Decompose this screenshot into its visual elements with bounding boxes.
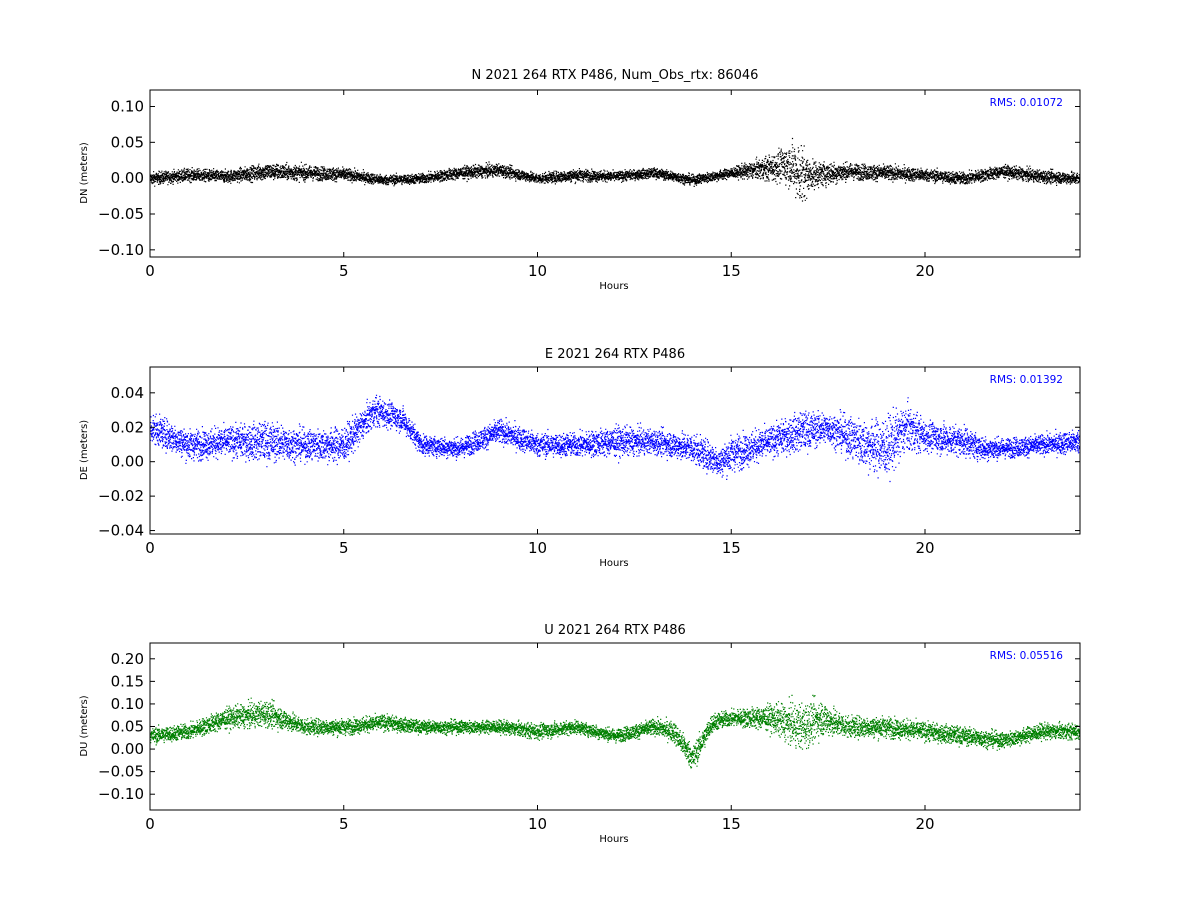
panel-east-y-tick-label: −0.04 <box>98 522 144 540</box>
panel-up-rms-annotation: RMS: 0.05516 <box>990 650 1064 662</box>
panel-up-ticks: 0 5 10 15 20 −0.10 −0.05 0.00 0.05 0.10 0.15 0.20 <box>98 643 1080 833</box>
panel-east-points <box>150 394 1080 483</box>
panel-up-y-tick-label: 0.05 <box>111 718 144 736</box>
panel-east-y-tick-label: 0.02 <box>111 418 144 436</box>
panel-east-y-tick-label: −0.02 <box>98 487 144 505</box>
panel-east-plot-area <box>150 367 1080 534</box>
panel-north-x-label: Hours <box>599 281 628 292</box>
panel-north-x-tick-label: 20 <box>915 262 934 280</box>
panel-east-x-label: Hours <box>599 558 628 569</box>
panel-east-frame <box>149 366 1081 535</box>
panel-up-y-label: DU (meters) <box>79 695 90 756</box>
panel-up-x-tick-label: 20 <box>915 815 934 833</box>
panel-east-y-tick-label: 0.00 <box>111 453 144 471</box>
panel-north-rms-annotation: RMS: 0.01072 <box>990 97 1063 109</box>
panel-up-y-tick-label: −0.10 <box>98 785 144 803</box>
panel-north-x-tick-label: 10 <box>528 262 547 280</box>
panel-north-y-tick-label: 0.10 <box>111 97 144 115</box>
panel-east-rms-annotation: RMS: 0.01392 <box>990 374 1063 386</box>
panel-up: U 2021 264 RTX P486 0 5 10 15 20 −0.10 −0.05 0.… <box>79 623 1081 845</box>
panel-north-title: N 2021 264 RTX P486, Num_Obs_rtx: 86046 <box>472 68 759 83</box>
panel-up-points <box>150 694 1080 769</box>
panel-up-x-tick-label: 15 <box>722 815 741 833</box>
panel-up-y-tick-label: 0.15 <box>111 672 144 690</box>
panel-north-y-tick-label: 0.05 <box>111 133 144 151</box>
panel-east: E 2021 264 RTX P486 0 5 10 15 20 −0.04 −0.02 0.… <box>79 347 1081 569</box>
panel-north-y-label: DN (meters) <box>79 142 90 204</box>
panel-north-x-tick-label: 15 <box>722 262 741 280</box>
panel-north-x-tick-label: 5 <box>339 262 349 280</box>
panel-north-frame <box>149 89 1081 258</box>
panel-north-ticks: 0 5 10 15 20 −0.10 −0.05 0.00 0.05 0.10 <box>98 90 1080 280</box>
panel-north-points <box>150 137 1080 202</box>
panel-east-title: E 2021 264 RTX P486 <box>545 347 685 362</box>
panel-up-y-tick-label: 0.20 <box>111 650 144 668</box>
panel-east-x-tick-label: 20 <box>915 539 934 557</box>
panel-east-x-tick-label: 0 <box>145 539 155 557</box>
panel-east-series-0-markers <box>150 394 1080 483</box>
panel-up-x-tick-label: 5 <box>339 815 349 833</box>
panel-east-y-label: DE (meters) <box>79 420 90 480</box>
panel-up-x-tick-label: 10 <box>528 815 547 833</box>
panel-north: N 2021 264 RTX P486, Num_Obs_rtx: 86046 … <box>79 68 1081 292</box>
panel-north-y-tick-label: −0.05 <box>98 205 144 223</box>
panel-east-x-tick-label: 10 <box>528 539 547 557</box>
panel-east-x-tick-label: 15 <box>722 539 741 557</box>
panel-north-y-tick-label: 0.00 <box>111 169 144 187</box>
panel-up-series-0-markers <box>150 694 1080 769</box>
panel-up-y-tick-label: −0.05 <box>98 763 144 781</box>
panel-up-frame <box>149 642 1081 811</box>
panel-east-y-tick-label: 0.04 <box>111 384 144 402</box>
panel-up-y-tick-label: 0.00 <box>111 740 144 758</box>
panel-up-x-label: Hours <box>599 834 628 845</box>
panel-north-series-0-markers <box>150 137 1080 202</box>
panel-east-x-tick-label: 5 <box>339 539 349 557</box>
panel-north-y-tick-label: −0.10 <box>98 241 144 259</box>
panel-up-x-tick-label: 0 <box>145 815 155 833</box>
panel-east-ticks: 0 5 10 15 20 −0.04 −0.02 0.00 0.02 0.04 <box>98 367 1080 557</box>
panel-up-y-tick-label: 0.10 <box>111 695 144 713</box>
panel-north-x-tick-label: 0 <box>145 262 155 280</box>
panel-up-title: U 2021 264 RTX P486 <box>544 623 686 638</box>
